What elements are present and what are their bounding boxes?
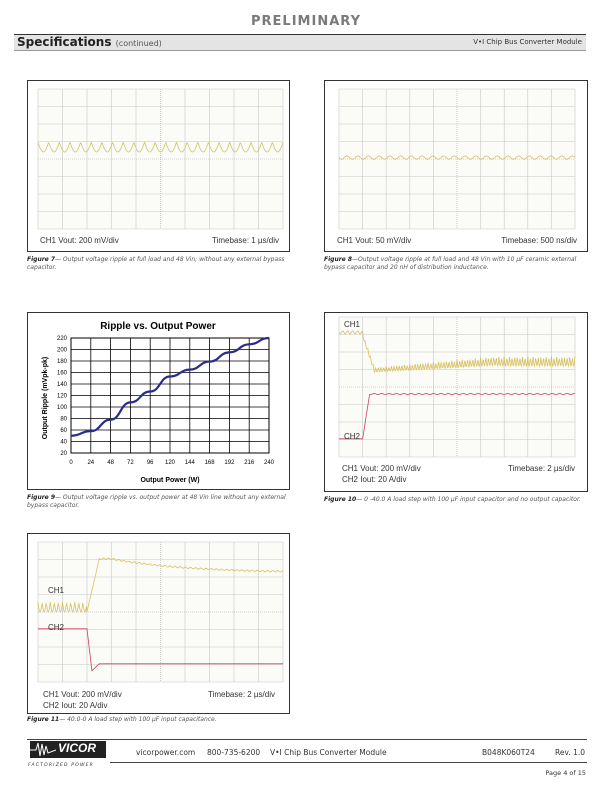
logo-wave-icon xyxy=(30,742,57,757)
timebase: Timebase: 500 ns/div xyxy=(501,236,577,245)
y-tick-label: 80 xyxy=(60,417,67,423)
figure-7-scope: CH1 Vout: 200 mV/div Timebase: 1 µs/div xyxy=(27,80,290,252)
caption-text: — 0 -40.0 A load step with 100 µF input … xyxy=(356,496,581,503)
ch1-tag: CH1 xyxy=(48,586,65,595)
scope-screen xyxy=(37,541,284,683)
timebase: Timebase: 2 µs/div xyxy=(507,464,575,473)
caption-text: —Output voltage ripple at full load and … xyxy=(324,256,577,271)
section-note: (continued) xyxy=(115,39,162,48)
footer-revision: Rev. 1.0 xyxy=(555,748,586,757)
ch1-trace xyxy=(37,141,284,153)
footer-divider xyxy=(110,762,587,763)
figure-10-caption: Figure 10— 0 -40.0 A load step with 100 … xyxy=(324,496,589,504)
figure-7-caption: Figure 7— Output voltage ripple at full … xyxy=(27,256,292,272)
header-product: V•I Chip Bus Converter Module xyxy=(473,38,582,46)
caption-text: — 40.0-0 A load step with 100 µF input c… xyxy=(59,716,217,723)
ch2-tag: CH2 xyxy=(344,432,361,441)
timebase: Timebase: 2 µs/div xyxy=(207,690,275,699)
ch2-scale: CH2 Iout: 20 A/div xyxy=(342,475,407,484)
ch2-scale: CH2 Iout: 20 A/div xyxy=(43,701,108,710)
figure-10-scope: CH1 CH2 CH1 Vout: 200 mV/div CH2 Iout: 2… xyxy=(324,312,588,492)
x-tick-label: 120 xyxy=(165,460,176,466)
vicor-logo xyxy=(30,741,106,758)
y-tick-label: 160 xyxy=(57,371,68,377)
figure-11-scope: CH1 CH2 CH1 Vout: 200 mV/div CH2 Iout: 2… xyxy=(27,533,290,714)
ripple-chart: Ripple vs. Output Power Output Power (W)… xyxy=(42,321,275,484)
x-tick-label: 48 xyxy=(107,460,114,466)
y-tick-label: 220 xyxy=(57,336,68,342)
chart-title: Ripple vs. Output Power xyxy=(100,321,216,332)
timebase: Timebase: 1 µs/div xyxy=(211,236,279,245)
caption-label: Figure 10 xyxy=(324,496,357,503)
caption-label: Figure 11 xyxy=(27,716,60,723)
ch2-trace xyxy=(339,392,576,440)
x-tick-label: 24 xyxy=(87,460,94,466)
footer-website[interactable]: vicorpower.com xyxy=(136,748,196,757)
y-tick-label: 40 xyxy=(60,440,67,446)
x-tick-label: 144 xyxy=(185,460,196,466)
scope-screen xyxy=(37,88,284,230)
caption-text: — Output voltage ripple vs. output power… xyxy=(27,494,286,509)
caption-label: Figure 8 xyxy=(324,256,353,263)
ch1-scale: CH1 Vout: 200 mV/div xyxy=(43,690,122,699)
section-title: Specifications (continued) xyxy=(17,35,162,49)
caption-label: Figure 7 xyxy=(27,256,56,263)
ch1-tag: CH1 xyxy=(344,320,361,329)
caption-text: — Output voltage ripple at full load and… xyxy=(27,256,285,271)
ripple-series-line xyxy=(70,336,270,437)
x-axis-label: Output Power (W) xyxy=(140,477,199,484)
scope-screen xyxy=(338,88,576,230)
footer-part-number: B048K060T24 xyxy=(482,748,535,757)
ch1-trace xyxy=(338,155,576,160)
caption-label: Figure 9 xyxy=(27,494,56,501)
figure-9-chart: Ripple vs. Output Power Output Power (W)… xyxy=(27,312,290,490)
footer-product: V•I Chip Bus Converter Module xyxy=(270,748,387,757)
footer-phone: 800-735-6200 xyxy=(207,748,261,757)
y-tick-label: 100 xyxy=(57,405,68,411)
y-tick-label: 200 xyxy=(57,348,68,354)
y-tick-label: 180 xyxy=(57,359,68,365)
ch1-trace xyxy=(37,557,284,613)
x-tick-label: 192 xyxy=(224,460,235,466)
ch2-trace xyxy=(38,628,283,672)
y-tick-label: 140 xyxy=(57,382,68,388)
ch1-scale: CH1 Vout: 200 mV/div xyxy=(40,236,119,245)
section-name: Specifications xyxy=(17,35,112,49)
ch1-trace xyxy=(338,330,576,374)
figure-8-scope: CH1 Vout: 50 mV/div Timebase: 500 ns/div xyxy=(324,80,588,252)
x-tick-label: 168 xyxy=(205,460,216,466)
x-tick-label: 216 xyxy=(244,460,255,466)
y-tick-label: 60 xyxy=(60,428,67,434)
logo-text: VICOR xyxy=(58,741,97,755)
page-number: Page 4 of 15 xyxy=(545,769,586,777)
figure-9-caption: Figure 9— Output voltage ripple vs. outp… xyxy=(27,494,292,510)
ch1-scale: CH1 Vout: 200 mV/div xyxy=(342,464,421,473)
x-tick-label: 240 xyxy=(264,460,275,466)
x-tick-label: 96 xyxy=(147,460,154,466)
x-tick-label: 0 xyxy=(69,460,73,466)
figure-8-caption: Figure 8—Output voltage ripple at full l… xyxy=(324,256,589,272)
figure-11-caption: Figure 11— 40.0-0 A load step with 100 µ… xyxy=(27,716,327,724)
section-header-bar: Specifications (continued) V•I Chip Bus … xyxy=(14,34,586,51)
logo-tagline: FACTORIZED POWER xyxy=(28,763,94,768)
ch2-tag: CH2 xyxy=(48,623,65,632)
y-axis-label: Output Ripple (mVpk-pk) xyxy=(42,357,49,439)
y-tick-label: 20 xyxy=(60,451,67,457)
x-tick-label: 72 xyxy=(127,460,134,466)
footer-divider xyxy=(27,739,587,740)
ch1-scale: CH1 Vout: 50 mV/div xyxy=(337,236,412,245)
y-tick-label: 120 xyxy=(57,394,68,400)
preliminary-banner: PRELIMINARY xyxy=(251,14,361,29)
scope-screen xyxy=(338,316,576,458)
